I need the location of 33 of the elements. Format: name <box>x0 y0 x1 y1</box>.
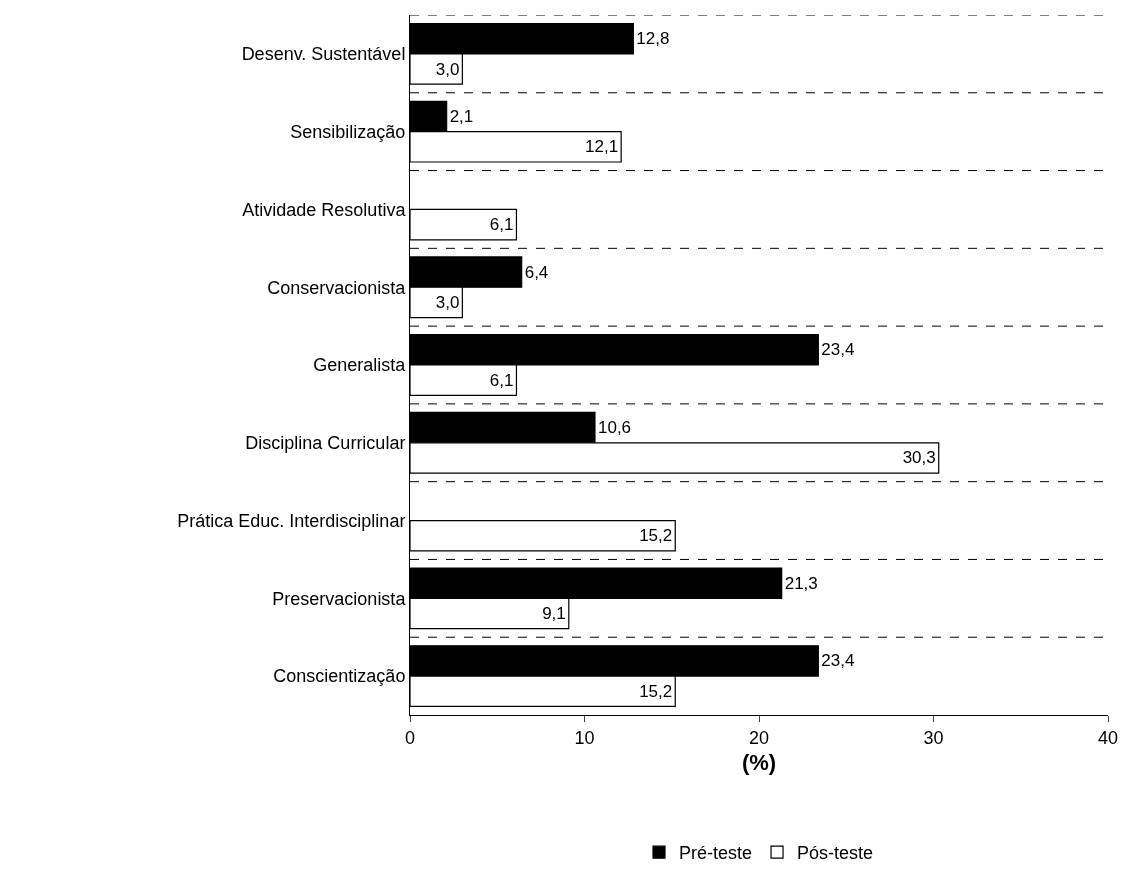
data-label: 15,2 <box>639 681 673 701</box>
legend-label: Pré-teste <box>679 843 753 864</box>
data-label: 15,2 <box>639 526 673 546</box>
data-label: 6,1 <box>489 370 514 390</box>
data-label: 23,4 <box>821 340 855 360</box>
data-label: 12,8 <box>636 29 670 49</box>
y-tick-label: Conscientização <box>273 666 406 687</box>
data-label: 6,4 <box>524 262 549 282</box>
y-tick-label: Atividade Resolutiva <box>242 199 407 220</box>
data-label: 23,4 <box>821 651 855 671</box>
data-label: 3,0 <box>435 59 460 79</box>
y-tick-label: Conservacionista <box>267 277 407 298</box>
x-axis-title: (%) <box>741 750 777 776</box>
data-label: 10,6 <box>597 418 632 438</box>
x-tick-label: 10 <box>574 727 595 748</box>
y-tick-label: Sensibilização <box>290 121 406 142</box>
data-label: 3,0 <box>435 292 460 312</box>
x-tick-label: 0 <box>404 727 416 748</box>
y-tick-label: Desenv. Sustentável <box>241 44 406 65</box>
data-label: 2,1 <box>449 107 474 126</box>
legend-label: Pós-teste <box>797 843 874 864</box>
y-tick-label: Generalista <box>313 355 407 376</box>
data-label: 30,3 <box>902 448 936 468</box>
data-label: 9,1 <box>542 604 566 623</box>
data-label: 6,1 <box>489 215 514 235</box>
data-label: 12,1 <box>585 137 619 157</box>
data-label: 21,3 <box>784 573 818 593</box>
y-tick-label: Prática Educ. Interdisciplinar <box>177 510 406 531</box>
x-tick-label: 20 <box>748 727 770 748</box>
y-tick-label: Disciplina Curricular <box>245 433 406 454</box>
x-tick-label: 40 <box>1097 727 1119 748</box>
x-tick-label: 30 <box>923 727 944 748</box>
y-tick-label: Preservacionista <box>272 588 407 609</box>
